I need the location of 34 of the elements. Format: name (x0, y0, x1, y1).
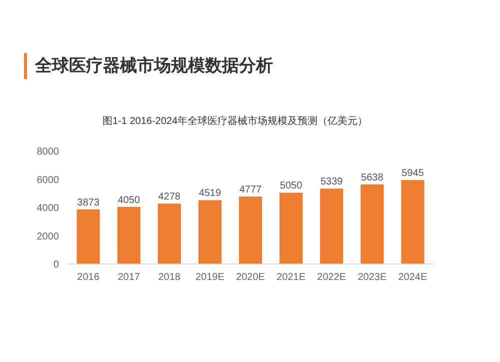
bar (76, 209, 100, 264)
x-tick-label: 2018 (158, 272, 181, 283)
y-tick-label: 4000 (36, 203, 60, 214)
x-tick-label: 2020E (236, 272, 266, 283)
y-tick-label: 2000 (36, 231, 60, 242)
x-tick-label: 2019E (195, 272, 225, 283)
data-label: 3873 (77, 197, 100, 208)
data-label: 4278 (158, 192, 181, 203)
bar (198, 200, 222, 264)
data-label: 4050 (118, 194, 140, 206)
chart-subtitle: 图1-1 2016-2024年全球医疗器械市场规模及预测（亿美元） (102, 115, 368, 127)
bar (360, 184, 384, 264)
bar (401, 180, 424, 264)
bar (279, 192, 303, 264)
data-label: 4519 (198, 188, 222, 200)
y-tick-label: 8000 (36, 146, 60, 158)
x-tick-label: 2024E (398, 272, 428, 283)
y-tick-label: 0 (53, 260, 60, 270)
bar (117, 206, 140, 264)
x-tick-label: 2022E (317, 272, 346, 283)
x-tick-label: 2017 (118, 272, 140, 283)
bar (238, 196, 262, 264)
data-label: 5339 (320, 176, 344, 188)
x-tick-label: 2023E (358, 272, 387, 283)
data-label: 5945 (402, 168, 424, 180)
y-tick-label: 6000 (36, 174, 60, 186)
data-label: 4777 (239, 184, 262, 196)
x-tick-label: 2021E (276, 272, 306, 283)
x-tick-label: 2016 (77, 272, 100, 283)
bar (158, 204, 181, 264)
bar (320, 188, 344, 264)
chart-title: 全球医疗器械市场规模数据分析 (34, 56, 273, 75)
data-label: 5050 (280, 180, 303, 192)
data-label: 5638 (361, 172, 384, 184)
